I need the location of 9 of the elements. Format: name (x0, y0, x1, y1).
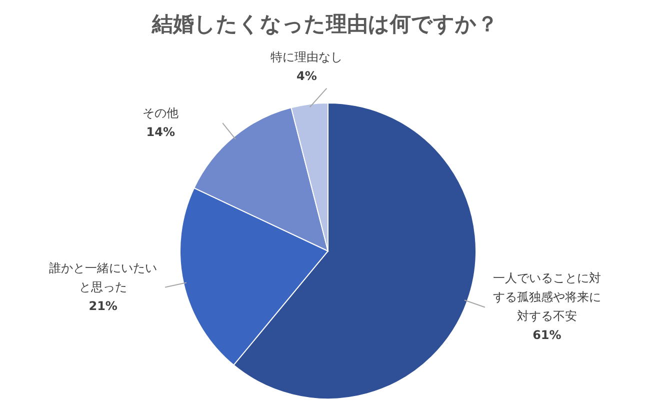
slice-label: 誰かと一緒にいたいと思った (49, 260, 158, 294)
data-label: 4% (296, 69, 317, 84)
slice-label: 特に理由なし (270, 50, 343, 64)
slice-label: 一人でいることに対する孤独感や将来に対する不安 (492, 271, 601, 324)
chart-title: 結婚したくなった理由は何ですか？ (150, 11, 499, 38)
data-label: 61% (532, 328, 562, 342)
data-label: 21% (88, 298, 118, 313)
data-label: 14% (146, 125, 175, 140)
slice-label: その他 (142, 106, 179, 120)
